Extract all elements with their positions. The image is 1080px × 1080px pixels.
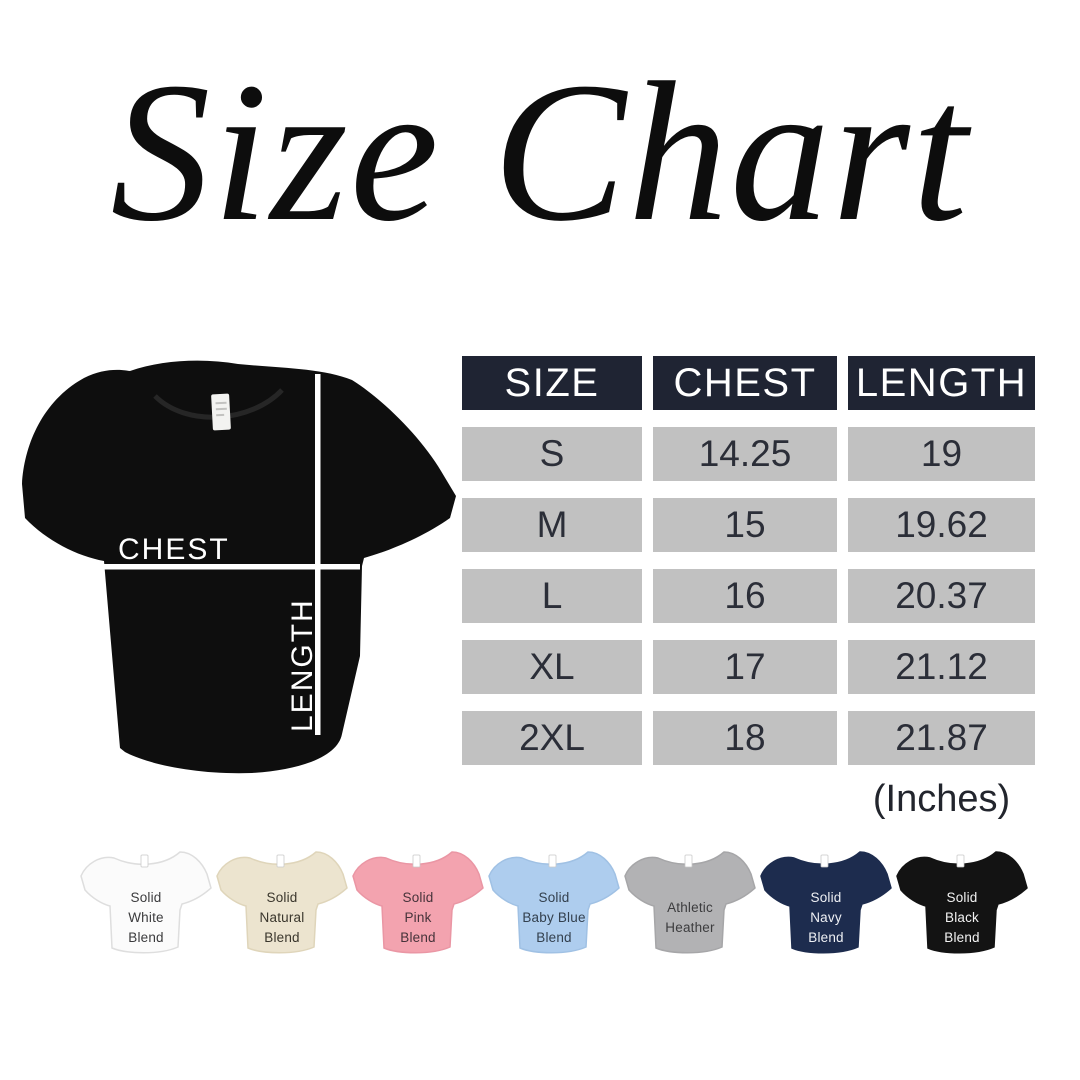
- units-label: (Inches): [872, 778, 1011, 820]
- collar-tag: [211, 393, 231, 431]
- tshirt-body: [216, 851, 348, 954]
- swatch-label-line: Solid: [946, 889, 978, 905]
- length-measure-line: [315, 374, 321, 735]
- swatch-label: Athletic Heather: [630, 880, 750, 956]
- swatch-label-line: Blend: [536, 930, 572, 946]
- table-cell-chest: 18: [653, 711, 837, 765]
- tshirt-body: [352, 851, 484, 954]
- swatch-solid-baby-blue-blend: Solid Baby Blue Blend: [486, 842, 622, 964]
- tshirt-body: [760, 851, 892, 954]
- tshirt-body: [488, 851, 620, 954]
- swatch-label-line: Blend: [400, 930, 436, 946]
- swatch-label-line: Solid: [810, 889, 842, 905]
- swatch-label: Solid Navy Blend: [766, 880, 886, 956]
- collar-tag: [140, 854, 149, 868]
- collar-tag: [956, 854, 965, 868]
- swatch-label: Solid Black Blend: [902, 880, 1022, 956]
- table-cell-length: 21.12: [848, 640, 1035, 694]
- tshirt-icon: [216, 851, 348, 954]
- tshirt-diagram-icon: CHEST LENGTH: [22, 360, 456, 774]
- tshirt-icon: [488, 851, 620, 954]
- swatch-label-line: Blend: [264, 930, 300, 946]
- size-table: SIZE CHEST LENGTH S 14.25 19 M 15 19.62 …: [462, 356, 1035, 765]
- page-title: Size Chart: [110, 42, 970, 263]
- collar-tag: [820, 854, 829, 868]
- tshirt-icon: [624, 851, 756, 954]
- swatch-label-line: Solid: [538, 889, 570, 905]
- collar-tag: [548, 854, 557, 868]
- table-cell-length: 20.37: [848, 569, 1035, 623]
- swatch-label-line: Navy: [810, 909, 842, 925]
- tshirt-body: [80, 851, 212, 954]
- swatch-label-line: Solid: [266, 889, 298, 905]
- tshirt-icon: [760, 851, 892, 954]
- collar-tag: [276, 854, 285, 868]
- swatch-label-line: Blend: [128, 930, 164, 946]
- swatch-label-line: Pink: [404, 909, 432, 925]
- table-cell-size: S: [462, 427, 642, 481]
- table-cell-size: XL: [462, 640, 642, 694]
- chest-measure-line: [103, 564, 360, 570]
- tshirt-body: [624, 851, 756, 954]
- table-cell-size: 2XL: [462, 711, 642, 765]
- swatch-label-line: Blend: [808, 930, 844, 946]
- swatch-label-line: Solid: [130, 889, 162, 905]
- swatch-solid-white-blend: Solid White Blend: [78, 842, 214, 964]
- table-header-size: SIZE: [462, 356, 642, 410]
- table-cell-chest: 17: [653, 640, 837, 694]
- table-cell-length: 21.87: [848, 711, 1035, 765]
- swatch-label-line: Athletic: [667, 899, 713, 915]
- tshirt-icon: [352, 851, 484, 954]
- table-cell-size: L: [462, 569, 642, 623]
- table-cell-chest: 16: [653, 569, 837, 623]
- table-cell-length: 19: [848, 427, 1035, 481]
- swatch-label: Solid White Blend: [86, 880, 206, 956]
- table-header-chest: CHEST: [653, 356, 837, 410]
- chest-label: CHEST: [118, 533, 230, 566]
- swatch-label: Solid Pink Blend: [358, 880, 478, 956]
- tshirt-measurement-diagram: CHEST LENGTH: [22, 356, 462, 780]
- swatch-athletic-heather: Athletic Heather: [622, 842, 758, 964]
- table-cell-chest: 14.25: [653, 427, 837, 481]
- table-cell-chest: 15: [653, 498, 837, 552]
- swatch-label-line: Blend: [944, 930, 980, 946]
- swatch-label-line: Heather: [665, 920, 715, 935]
- swatch-solid-pink-blend: Solid Pink Blend: [350, 842, 486, 964]
- tshirt-body: [896, 851, 1028, 954]
- swatch-label-line: Natural: [259, 909, 305, 925]
- swatch-solid-navy-blend: Solid Navy Blend: [758, 842, 894, 964]
- swatch-label: Solid Natural Blend: [222, 880, 342, 956]
- tshirt-icon: [896, 851, 1028, 954]
- table-cell-size: M: [462, 498, 642, 552]
- swatch-label: Solid Baby Blue Blend: [494, 880, 614, 956]
- color-swatch-row: Solid White Blend Solid Natural Blend So…: [78, 842, 1028, 972]
- swatch-label-line: Black: [944, 909, 979, 925]
- swatch-solid-black-blend: Solid Black Blend: [894, 842, 1030, 964]
- tshirt-icon: [80, 851, 212, 954]
- swatch-label-line: Solid: [402, 889, 434, 905]
- swatch-solid-natural-blend: Solid Natural Blend: [214, 842, 350, 964]
- swatch-label-line: Baby Blue: [522, 909, 586, 925]
- swatch-label-line: White: [128, 909, 164, 925]
- table-header-length: LENGTH: [848, 356, 1035, 410]
- length-label: LENGTH: [286, 598, 319, 732]
- collar-tag: [412, 854, 421, 868]
- collar-tag: [684, 854, 693, 868]
- table-cell-length: 19.62: [848, 498, 1035, 552]
